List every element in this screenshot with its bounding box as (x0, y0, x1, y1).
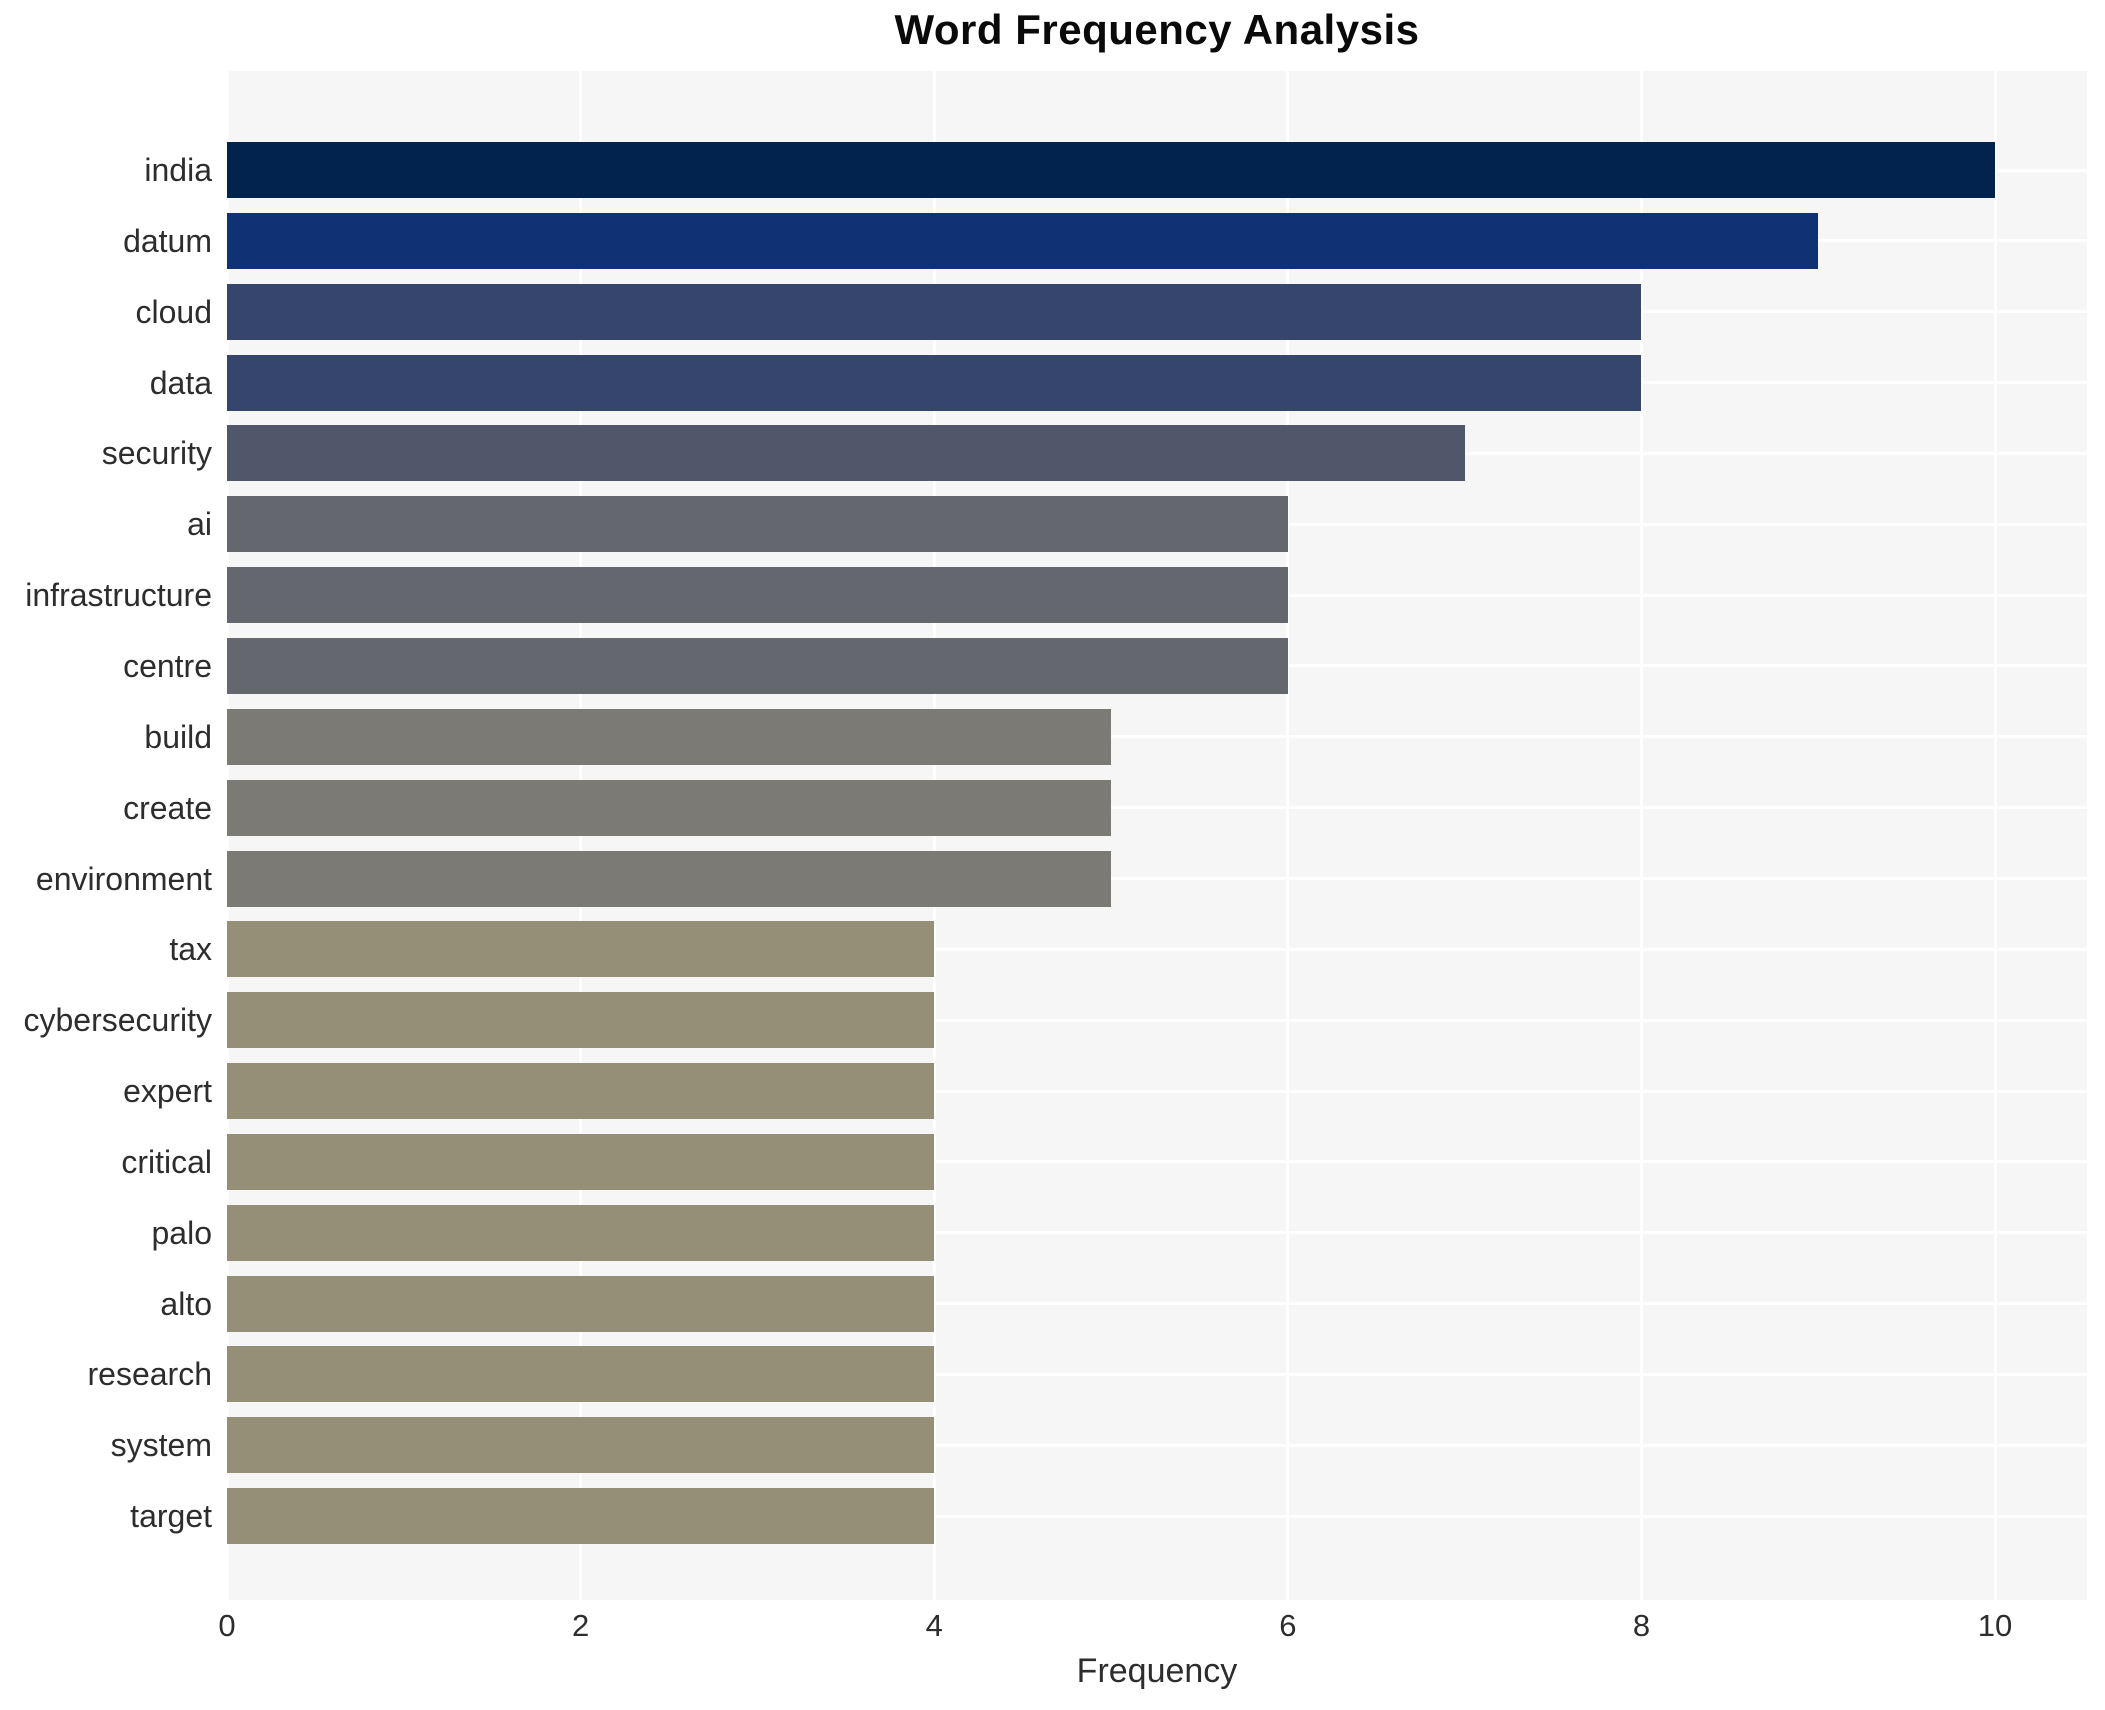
bar-ai (227, 496, 1288, 553)
y-tick-label: expert (123, 1073, 212, 1110)
y-tick-label: infrastructure (25, 577, 212, 614)
h-gridline (227, 1514, 2087, 1518)
bar-research (227, 1346, 935, 1403)
h-gridline (227, 947, 2087, 951)
bar-build (227, 708, 1112, 765)
h-gridline (227, 1443, 2087, 1447)
h-gridline (227, 1372, 2087, 1376)
bar-tax (227, 921, 935, 978)
x-tick-label: 10 (1977, 1608, 2013, 1643)
y-tick-label: critical (121, 1143, 212, 1180)
y-tick-label: create (123, 789, 212, 826)
h-gridline (227, 1089, 2087, 1093)
chart-title: Word Frequency Analysis (894, 6, 1420, 53)
v-gridline (1639, 71, 1643, 1600)
bar-target (227, 1488, 935, 1545)
h-gridline (227, 1160, 2087, 1164)
plot-area (225, 71, 2087, 1600)
y-tick-label: tax (169, 931, 212, 968)
h-gridline (227, 1018, 2087, 1022)
bar-expert (227, 1063, 935, 1120)
y-tick-label: data (149, 364, 212, 401)
x-tick-label: 4 (925, 1608, 943, 1643)
x-tick-label: 2 (571, 1608, 590, 1643)
y-tick-label: palo (151, 1214, 213, 1251)
y-tick-label: system (110, 1427, 212, 1464)
bar-critical (227, 1133, 935, 1190)
bar-palo (227, 1204, 935, 1261)
y-tick-label: target (130, 1498, 212, 1535)
y-tick-label: datum (123, 222, 212, 259)
x-tick-label: 8 (1632, 1608, 1651, 1643)
v-gridline (1286, 71, 1290, 1600)
y-tick-label: centre (123, 647, 212, 684)
y-tick-label: cloud (135, 293, 213, 330)
x-axis-label: Frequency (1076, 1652, 1238, 1690)
h-gridline (227, 877, 2087, 880)
y-tick-label: environment (35, 860, 212, 897)
x-tick-label: 6 (1279, 1608, 1297, 1643)
bar-alto (227, 1275, 935, 1332)
bar-environment (227, 850, 1112, 907)
y-tick-label: alto (160, 1285, 212, 1322)
y-tick-label: research (87, 1356, 213, 1393)
bar-india (227, 142, 1996, 198)
h-gridline (227, 1231, 2087, 1235)
v-gridline (1993, 71, 1997, 1600)
bar-data (227, 354, 1642, 411)
h-gridline (227, 806, 2087, 810)
bar-create (227, 779, 1112, 836)
bar-security (227, 425, 1465, 482)
x-tick-label: 0 (218, 1608, 236, 1643)
h-gridline (227, 735, 2087, 739)
y-tick-label: cybersecurity (23, 1002, 213, 1039)
y-tick-label: ai (187, 506, 212, 543)
bar-datum (227, 212, 1819, 269)
bar-cloud (227, 283, 1642, 340)
y-tick-label: build (144, 718, 212, 755)
h-gridline (227, 1302, 2087, 1306)
bar-cybersecurity (227, 992, 935, 1049)
bar-centre (227, 637, 1288, 694)
bar-system (227, 1417, 935, 1474)
y-tick-label: security (101, 435, 212, 472)
y-tick-label: india (144, 152, 212, 188)
bar-infrastructure (227, 567, 1288, 624)
